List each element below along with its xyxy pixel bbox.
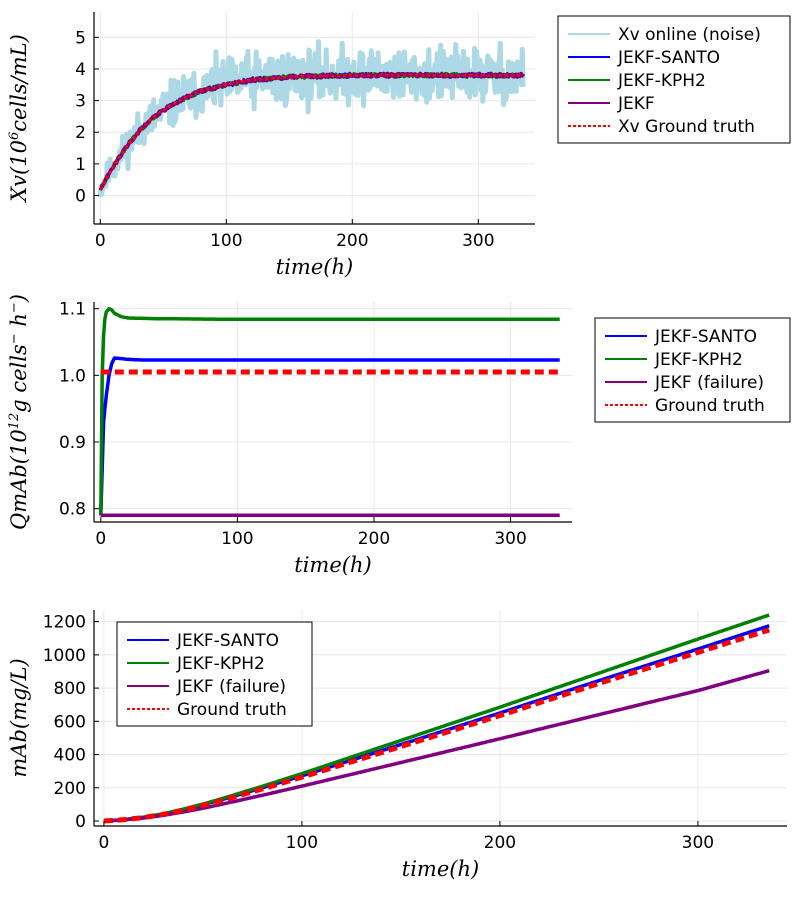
- legend-label: Ground truth: [655, 396, 765, 416]
- x-tick-label: 100: [286, 833, 318, 853]
- y-tick-label: 800: [54, 679, 86, 699]
- chart-panel-3: 0 100 200 300 0 200 400 600 800 1000 1200 time(h) mA…: [7, 610, 787, 881]
- y-tick-label: 2: [75, 123, 86, 143]
- y-axis-label: Xv(106cells/mL): [7, 34, 31, 204]
- x-axis-label: time(h): [402, 857, 479, 881]
- legend-label: JEKF: [617, 94, 655, 114]
- y-tick-label: 600: [54, 712, 86, 732]
- y-tick-label: 3: [75, 92, 86, 112]
- x-axis-label: time(h): [276, 255, 353, 279]
- series-line-ground-truth: [103, 627, 771, 824]
- y-tick-label: 4: [75, 60, 86, 80]
- y-axis-label: QmAb(1012g cells− h−): [7, 294, 31, 530]
- legend-label: Ground truth: [177, 700, 287, 720]
- x-tick-label: 0: [95, 529, 106, 549]
- series-line-jekf-santo: [99, 356, 561, 516]
- legend-label: JEKF (failure): [176, 677, 286, 697]
- x-tick-label: 0: [95, 231, 106, 251]
- legend: JEKF-SANTO JEKF-KPH2 JEKF (failure) Ground …: [594, 317, 791, 423]
- legend-label: JEKF-SANTO: [654, 327, 757, 347]
- x-tick-label: 100: [210, 231, 242, 251]
- x-tick-label: 300: [462, 231, 494, 251]
- x-tick-label: 200: [336, 231, 368, 251]
- plot-area: [97, 39, 526, 198]
- y-tick-label: 1000: [43, 646, 86, 666]
- y-tick-label: 1.1: [59, 300, 86, 320]
- y-tick-label: 0.8: [59, 500, 86, 520]
- plot-area: [99, 306, 561, 518]
- legend-label: Xv online (noise): [618, 25, 761, 45]
- y-tick-label: 0.9: [59, 433, 86, 453]
- x-tick-label: 0: [98, 833, 109, 853]
- legend: JEKF-SANTO JEKF-KPH2 JEKF (failure) Ground …: [116, 621, 313, 727]
- legend-label: JEKF (failure): [654, 373, 764, 393]
- x-tick-label: 300: [682, 833, 714, 853]
- y-tick-label: 400: [54, 746, 86, 766]
- legend-label: JEKF-SANTO: [617, 48, 720, 68]
- legend: Xv online (noise) JEKF-SANTO JEKF-KPH2 JEKF…: [557, 15, 791, 144]
- plot-area: [103, 613, 771, 824]
- series-line-xv-ground-truth: [99, 73, 524, 190]
- chart-panel-2: 0 100 200 300 0.8 0.9 1.0 1.1 time(h) QmAb(1012g …: [7, 294, 791, 577]
- legend-label: JEKF-SANTO: [176, 631, 279, 651]
- y-tick-label: 0: [75, 187, 86, 207]
- y-tick-label: 200: [54, 779, 86, 799]
- x-axis-label: time(h): [294, 553, 371, 577]
- series-line-xv-online-noise: [97, 39, 526, 198]
- series-line-jekf-failure: [103, 668, 770, 823]
- y-tick-label: 1: [75, 155, 86, 175]
- legend-label: JEKF-KPH2: [176, 654, 265, 674]
- x-tick-label: 100: [221, 529, 253, 549]
- legend-label: JEKF-KPH2: [654, 350, 743, 370]
- y-tick-label: 1.0: [59, 366, 86, 386]
- series-line-jekf-kph2: [99, 306, 561, 516]
- chart-panel-1: 0 100 200 300 0 1 2 3 4 5 time(h) Xv(106cells/mL) Xv…: [7, 12, 791, 279]
- x-tick-label: 200: [358, 529, 390, 549]
- x-tick-label: 200: [484, 833, 516, 853]
- y-tick-label: 5: [75, 28, 86, 48]
- legend-label: JEKF-KPH2: [617, 71, 706, 91]
- y-tick-label: 0: [75, 812, 86, 832]
- legend-label: Xv Ground truth: [618, 117, 755, 137]
- y-tick-label: 1200: [43, 613, 86, 633]
- x-tick-label: 300: [494, 529, 526, 549]
- y-axis-label: mAb(mg/L): [7, 658, 31, 777]
